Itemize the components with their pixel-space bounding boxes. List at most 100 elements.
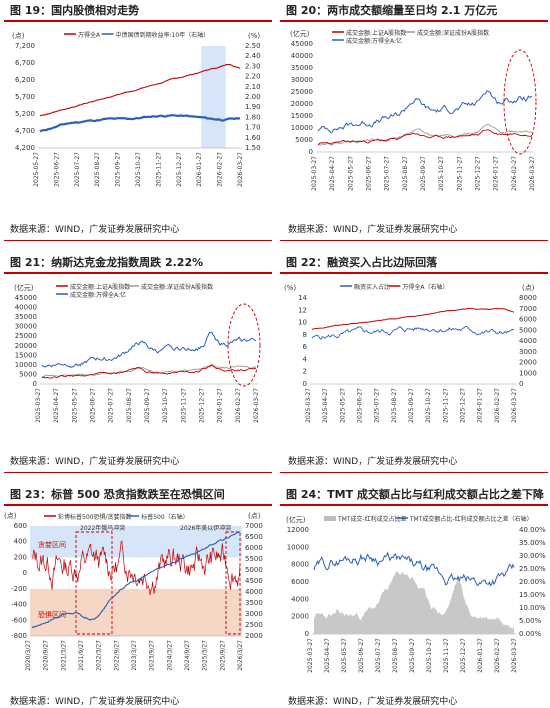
x-tick-label: 2025-09-27: [408, 388, 415, 423]
y2-tick-label: 25.00%: [519, 565, 546, 573]
y-tick-label: 15000: [15, 351, 37, 359]
x-tick-label: 2026-01-27: [493, 156, 500, 191]
y-tick-label: 45000: [15, 294, 37, 302]
event-label: 2022年俄乌冲突: [80, 524, 125, 532]
y2-tick-label: 8000: [519, 294, 537, 302]
source-note: 数据来源：WIND，广发证券发展研究中心: [10, 697, 180, 707]
figure-20: 图 20：两市成交额缩量至日均 2.1 万亿元: [280, 0, 548, 22]
y2-axis-unit: (点): [248, 512, 261, 520]
y-axis-unit: (亿元): [286, 515, 306, 524]
x-tick-label: 2025-09-27: [420, 156, 427, 191]
y2-tick-label: 1.90: [245, 103, 261, 111]
figure-title: 图 22：融资买入占比边际回落: [286, 256, 438, 269]
y-tick-label: 10000: [287, 543, 309, 551]
y2-tick-label: 20.00%: [519, 578, 546, 586]
x-tick-label: 2026-02-27: [235, 388, 242, 423]
x-tick-label: 2023/3/27: [131, 640, 138, 671]
x-tick-label: 2025-07-27: [74, 152, 81, 187]
x-tick-label: 2020/9/27: [43, 640, 50, 671]
y-tick-label: 8: [303, 331, 307, 339]
divider: [4, 472, 272, 473]
x-tick-label: 2026-02-27: [217, 152, 224, 187]
y-tick-label: 12000: [287, 526, 309, 534]
legend-label: TMT成交-红利成交占比差: [337, 515, 407, 523]
legend-label: 成交金额:上证A股指数: [70, 283, 130, 291]
highlight-ellipse: [503, 49, 537, 155]
source-note: 数据来源：WIND，广发证券发展研究中心: [10, 225, 180, 235]
y2-tick-label: 6000: [519, 316, 537, 324]
figure-title: 图 21：纳斯达克金龙指数周跌 2.22%: [10, 256, 204, 269]
highlight-band: [201, 46, 226, 148]
x-tick-label: 2026-03-27: [237, 152, 244, 187]
series-line-total: [41, 331, 256, 369]
legend-label: 成交金额:万得全A:亿: [346, 37, 402, 45]
y2-tick-label: 0: [519, 380, 523, 388]
y2-tick-label: 40.00%: [519, 526, 546, 534]
x-tick-label: 2025-10-27: [426, 638, 433, 673]
legend-label: 标普500（右轴）: [141, 513, 188, 521]
x-tick-label: 2025-07-27: [374, 388, 381, 423]
y-tick-label: 20000: [291, 100, 313, 108]
y2-axis-unit: (点): [522, 284, 535, 292]
x-tick-label: 2025-08-27: [402, 156, 409, 191]
figure-title-bar: 图 19：国内股债相对走势: [4, 0, 272, 22]
x-tick-label: 2025-05-27: [71, 388, 78, 423]
y-tick-label: -400: [11, 601, 27, 609]
source-note: 数据来源：WIND，广发证券发展研究中心: [10, 457, 180, 467]
y-tick-label: -600: [11, 616, 27, 624]
series-line-sp500: [31, 531, 241, 629]
x-tick-label: 2025-11-27: [443, 638, 450, 673]
x-tick-label: 2025-07-27: [108, 388, 115, 423]
y-tick-label: 600: [14, 522, 27, 530]
y-tick-label: 45000: [291, 40, 313, 48]
series-line-bond-yield: [39, 114, 241, 133]
y2-tick-label: 2.40: [245, 52, 261, 60]
y2-tick-label: 2.50: [245, 42, 261, 50]
y-tick-label: 0: [305, 630, 309, 638]
series-line-sh: [41, 364, 257, 379]
x-tick-label: 2025-04-27: [329, 156, 336, 191]
figure-21: 图 21：纳斯达克金龙指数周跌 2.22%: [4, 252, 272, 274]
y2-tick-label: 2.30: [245, 62, 261, 70]
x-tick-label: 2025-05-27: [341, 638, 348, 673]
y2-tick-label: 2000: [519, 359, 537, 367]
y2-tick-label: 4000: [519, 337, 537, 345]
figure-24: 图 24：TMT 成交额占比与红利成交额占比之差下降: [280, 484, 548, 506]
x-tick-label: 2025-12-27: [460, 638, 467, 673]
x-tick-label: 2022/9/27: [113, 640, 120, 671]
event-box: [225, 531, 241, 635]
figure-23: 图 23：标普 500 恐贪指数跌至在恐惧区间: [4, 484, 272, 506]
x-tick-label: 2025-10-27: [162, 388, 169, 423]
y-tick-label: -800: [11, 632, 27, 640]
y-tick-label: 4,700: [15, 127, 35, 135]
series-line-total: [317, 90, 533, 134]
y-tick-label: 30000: [15, 323, 37, 331]
y-tick-label: 10000: [291, 124, 313, 132]
series-line-wind-a: [312, 307, 515, 330]
figure-title: 图 23：标普 500 恐贪指数跌至在恐惧区间: [10, 488, 225, 501]
divider: [4, 240, 272, 241]
y-tick-label: 15000: [291, 112, 313, 120]
y-tick-label: 35000: [291, 64, 313, 72]
x-tick-label: 2024/9/27: [184, 640, 191, 671]
y-tick-label: 12: [298, 306, 307, 314]
x-tick-label: 2026-03-27: [511, 388, 518, 423]
x-tick-label: 2025-12-27: [460, 388, 467, 423]
x-tick-label: 2025-06-27: [90, 388, 97, 423]
x-tick-label: 2026-02-27: [494, 638, 501, 673]
y2-tick-label: 2.20: [245, 73, 261, 81]
x-tick-label: 2025-12-27: [176, 152, 183, 187]
chart-23: 6004002000-200-400-600-80070006500600055…: [4, 512, 263, 671]
x-tick-label: 2021/9/27: [78, 640, 85, 671]
source-note: 数据来源：WIND，广发证券发展研究中心: [288, 697, 458, 707]
y-tick-label: 5,700: [15, 93, 35, 101]
y-tick-label: 25000: [15, 332, 37, 340]
legend-swatch: [324, 516, 336, 521]
chart-24: 12000 10000 8000 6000 4000 2000 0 40.00% 35.00% 3…: [286, 515, 546, 673]
y-tick-label: 4: [303, 355, 308, 363]
legend-label: 万得全A（右轴）: [402, 283, 448, 291]
x-tick-label: 2023/9/27: [149, 640, 156, 671]
y-tick-label: 200: [14, 553, 27, 561]
y-tick-label: 10000: [15, 361, 37, 369]
